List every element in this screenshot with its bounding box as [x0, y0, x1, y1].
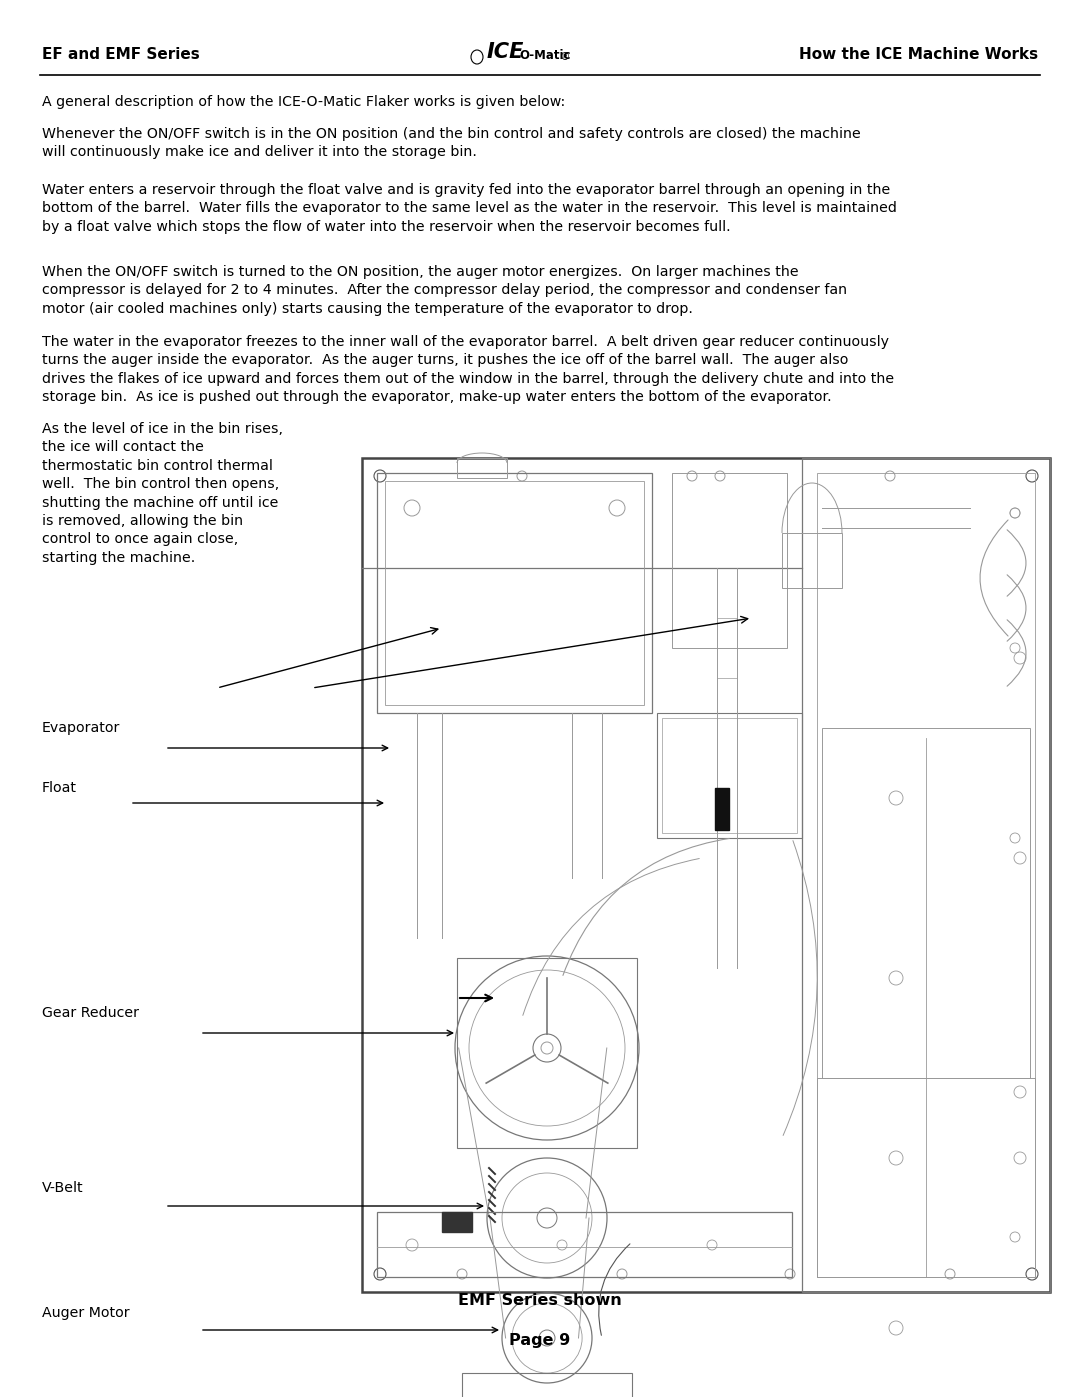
- Text: The water in the evaporator freezes to the inner wall of the evaporator barrel. : The water in the evaporator freezes to t…: [42, 335, 894, 404]
- Text: EF and EMF Series: EF and EMF Series: [42, 47, 200, 61]
- Text: Gear Reducer: Gear Reducer: [42, 1006, 139, 1020]
- Text: ICE: ICE: [487, 42, 525, 61]
- Bar: [462, 1373, 632, 1397]
- Bar: [782, 534, 842, 588]
- Text: When the ON/OFF switch is turned to the ON position, the auger motor energizes. : When the ON/OFF switch is turned to the …: [42, 265, 847, 316]
- Text: A general description of how the ICE-O-Matic Flaker works is given below:: A general description of how the ICE-O-M…: [42, 95, 565, 109]
- Bar: [362, 458, 1050, 1292]
- Bar: [384, 481, 644, 705]
- Bar: [457, 458, 507, 478]
- Text: O-Matic: O-Matic: [519, 49, 570, 61]
- Text: EMF Series shown: EMF Series shown: [458, 1294, 622, 1308]
- Text: Water enters a reservoir through the float valve and is gravity fed into the eva: Water enters a reservoir through the flo…: [42, 183, 896, 233]
- Bar: [377, 474, 652, 712]
- Bar: [457, 958, 637, 1148]
- Text: As the level of ice in the bin rises,
the ice will contact the
thermostatic bin : As the level of ice in the bin rises, th…: [42, 422, 283, 564]
- Bar: [672, 474, 787, 648]
- Bar: [822, 728, 1030, 1078]
- Text: Evaporator: Evaporator: [42, 721, 120, 735]
- Text: ®: ®: [561, 52, 570, 61]
- Text: Float: Float: [42, 781, 77, 795]
- Bar: [662, 718, 797, 833]
- Bar: [377, 1213, 792, 1277]
- Bar: [802, 458, 1050, 1292]
- Bar: [657, 712, 802, 838]
- Text: Auger Motor: Auger Motor: [42, 1306, 130, 1320]
- Bar: [715, 788, 729, 830]
- Bar: [816, 474, 1035, 1277]
- Text: Whenever the ON/OFF switch is in the ON position (and the bin control and safety: Whenever the ON/OFF switch is in the ON …: [42, 127, 861, 159]
- Text: How the ICE Machine Works: How the ICE Machine Works: [799, 47, 1038, 61]
- Text: Page 9: Page 9: [510, 1333, 570, 1348]
- Bar: [442, 1213, 472, 1232]
- Bar: [816, 1078, 1035, 1277]
- Text: V-Belt: V-Belt: [42, 1180, 83, 1194]
